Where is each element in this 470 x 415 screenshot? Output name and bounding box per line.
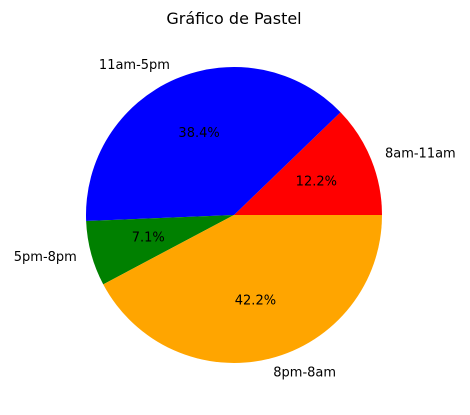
pie-labels: 12.2% 8am-11am 38.4% 11am-5pm 7.1% 5pm-8pm 42.… (14, 58, 456, 381)
pie-category-label: 11am-5pm (99, 58, 170, 73)
chart-title: Gráfico de Pastel (166, 9, 301, 28)
pie-category-label: 5pm-8pm (14, 250, 77, 265)
pie-slice-8pm-8am (103, 215, 383, 363)
pie-value-label: 7.1% (132, 231, 165, 246)
pie-value-label: 12.2% (296, 174, 337, 189)
pie-value-label: 38.4% (178, 126, 219, 141)
pie-category-label: 8pm-8am (273, 365, 336, 380)
pie-slices (85, 66, 383, 363)
pie-value-label: 42.2% (235, 294, 276, 309)
pie-slice-11am-5pm (85, 66, 341, 222)
pie-slice-5pm-8pm (86, 215, 235, 285)
pie-category-label: 8am-11am (385, 147, 456, 162)
pie-slice-8am-11am (234, 112, 382, 215)
